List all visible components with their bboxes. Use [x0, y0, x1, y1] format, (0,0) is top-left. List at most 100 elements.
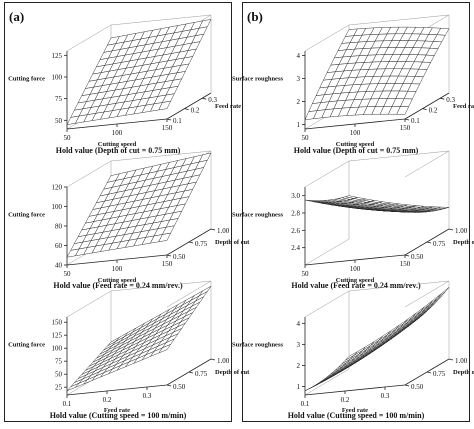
box-edge [304, 368, 350, 396]
box-edge [66, 160, 112, 188]
z-tick-label: 1 [297, 383, 301, 391]
z-tick-label: 100 [52, 203, 63, 211]
x-tick-label: 50 [302, 134, 310, 142]
z-tick-label: 60 [55, 242, 63, 250]
hold-value-caption: Hold value (Feed rate = 0.24 mm/rev.) [53, 281, 183, 290]
z-axis-label: Cutting force [8, 212, 45, 219]
box-edge [110, 14, 212, 26]
x-tick-label: 0.1 [63, 400, 72, 408]
y-tick-mark [202, 97, 207, 100]
surface-mesh-cell [66, 115, 80, 125]
z-axis-label: Surface roughness [232, 76, 283, 83]
y-axis-label: Depth of cut [453, 239, 474, 246]
x-tick-label: 100 [112, 265, 123, 273]
y-axis-label: Depth of cut [215, 369, 250, 376]
surface-mesh-cell [66, 383, 80, 392]
box-edge [404, 150, 450, 178]
x-tick-label: 0.3 [381, 392, 390, 400]
box-edge [66, 24, 112, 52]
z-tick-label: 2.8 [291, 210, 300, 218]
y-tick-mark [184, 108, 189, 110]
box-edge [304, 24, 350, 52]
y-axis-label: Feed rate [215, 103, 241, 110]
y-tick-label: 0.50 [411, 253, 424, 261]
z-tick-label: 3 [297, 341, 301, 349]
y-tick-mark [404, 384, 410, 387]
z-tick-label: 80 [55, 223, 63, 231]
x-tick-label: 50 [64, 134, 72, 142]
hold-value-caption: Hold value (Cutting speed = 100 m/min) [49, 411, 187, 420]
z-tick-label: 100 [52, 345, 63, 353]
box-edge [304, 160, 350, 188]
box-edge [348, 280, 450, 292]
x-tick-label: 0.2 [103, 396, 112, 404]
box-edge [348, 150, 450, 162]
z-tick-label: 125 [52, 332, 63, 340]
y-axis-label: Feed rate [453, 103, 474, 110]
z-tick-label: 40 [55, 262, 63, 270]
y-tick-mark [166, 384, 172, 387]
y-tick-mark [404, 118, 410, 121]
y-axis-label: Depth of cut [215, 239, 250, 246]
z-tick-label: 50 [55, 117, 63, 125]
box-edge [404, 280, 450, 308]
z-axis-label: Cutting force [8, 342, 45, 349]
y-tick-mark [404, 254, 410, 257]
z-tick-label: 125 [52, 52, 63, 60]
x-tick-label: 0.2 [341, 396, 350, 404]
y-tick-mark [426, 241, 432, 244]
y-tick-mark [210, 228, 216, 231]
x-axis-label: Cutting speed [336, 277, 375, 284]
z-tick-label: 150 [52, 319, 63, 327]
x-tick-label: 150 [400, 260, 411, 268]
panel-a: (a) 50 100 150 0.1 0.2 0.3 50 75 100 125 Cutting s… [4, 2, 250, 422]
y-tick-label: 1.00 [217, 357, 230, 365]
hold-value-caption: Hold value (Depth of cut = 0.75 mm) [293, 146, 419, 155]
z-tick-label: 100 [52, 74, 63, 82]
surface-mesh-cell [66, 248, 80, 258]
y-tick-label: 0.75 [433, 370, 446, 378]
z-axis-label: Cutting force [8, 76, 45, 83]
y-tick-label: 0.50 [173, 383, 186, 391]
z-tick-label: 3.0 [291, 192, 300, 200]
z-axis-label: Surface roughness [232, 212, 283, 219]
x-tick-label: 0.3 [143, 392, 152, 400]
x-tick-label: 100 [112, 129, 123, 137]
z-tick-label: 2 [297, 98, 301, 106]
panel-label: (b) [247, 9, 263, 24]
y-tick-label: 0.3 [446, 96, 455, 104]
x-axis-line [304, 384, 406, 396]
hold-value-caption: Hold value (Depth of cut = 0.75 mm) [55, 146, 181, 155]
z-axis-label: Surface roughness [232, 342, 283, 349]
y-tick-mark [440, 97, 445, 100]
x-axis-label: Cutting speed [336, 141, 375, 148]
z-tick-label: 2.4 [291, 244, 300, 252]
y-tick-label: 0.75 [195, 370, 208, 378]
x-axis-label: Feed rate [342, 407, 368, 414]
x-axis-label: Feed rate [104, 407, 130, 414]
y-tick-mark [166, 118, 172, 121]
z-tick-label: 75 [55, 95, 63, 103]
z-tick-label: 75 [55, 358, 63, 366]
y-axis-line [404, 92, 450, 120]
z-tick-label: 3 [297, 75, 301, 83]
x-axis-line [66, 384, 168, 396]
z-tick-label: 25 [55, 384, 63, 392]
y-tick-mark [426, 371, 432, 374]
y-tick-mark [188, 371, 194, 374]
hold-value-caption: Hold value (Cutting speed = 100 m/min) [287, 411, 425, 420]
z-tick-label: 50 [55, 371, 63, 379]
surface-plot-cutting-force-feed-depth: 0.1 0.2 0.3 0.50 0.75 1.00 25 50 75 100 125 150 Feed… [8, 280, 250, 414]
box-edge [348, 14, 450, 26]
y-tick-label: 1.00 [455, 357, 468, 365]
z-tick-label: 4 [297, 52, 301, 60]
y-tick-mark [448, 358, 454, 361]
box-edge [166, 280, 212, 308]
x-tick-label: 100 [350, 265, 361, 273]
y-tick-mark [448, 228, 454, 231]
surface-mesh-cell [304, 110, 318, 121]
x-tick-label: 50 [64, 270, 72, 278]
